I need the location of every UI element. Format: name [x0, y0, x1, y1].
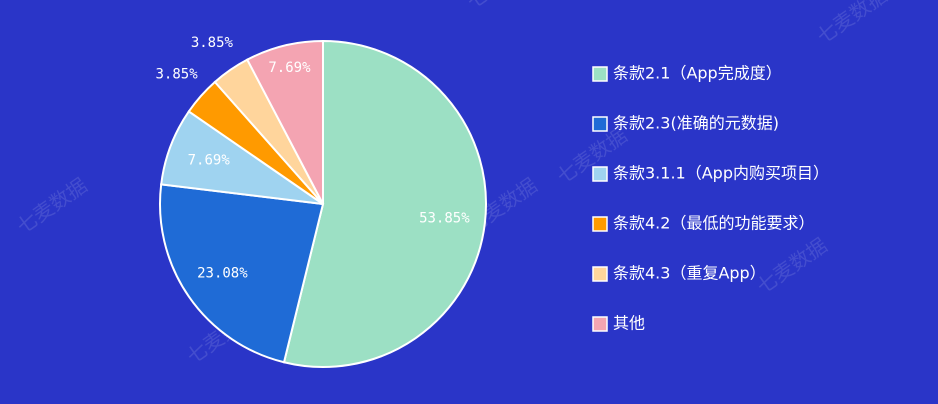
legend-label: 条款2.3(准确的元数据)	[613, 114, 779, 133]
data-label: 3.85%	[191, 35, 234, 51]
legend-swatch	[592, 266, 608, 282]
legend-label: 条款2.1（App完成度）	[613, 64, 782, 83]
data-label: 3.85%	[155, 66, 198, 82]
data-label: 53.85%	[419, 211, 470, 227]
legend-swatch	[592, 66, 608, 82]
data-label: 23.08%	[197, 265, 248, 281]
legend-swatch	[592, 216, 608, 232]
legend-label: 其他	[613, 314, 645, 333]
data-label: 7.69%	[268, 60, 311, 76]
data-label: 7.69%	[188, 153, 231, 169]
legend-swatch	[592, 116, 608, 132]
legend-swatch	[592, 316, 608, 332]
pie-slice	[282, 39, 487, 368]
legend-label: 条款4.2（最低的功能要求）	[613, 214, 814, 233]
pie-slice	[245, 39, 324, 205]
legend-label: 条款3.1.1（App内购买项目）	[613, 164, 829, 183]
legend-swatch	[592, 166, 608, 182]
pie-slice	[159, 183, 325, 364]
legend-label: 条款4.3（重复App）	[613, 264, 766, 283]
